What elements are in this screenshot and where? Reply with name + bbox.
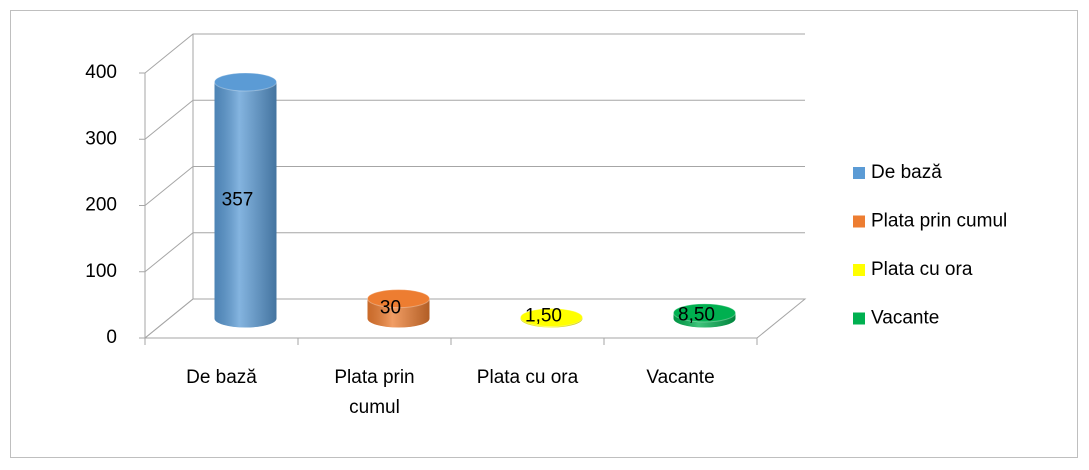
legend-label: Plata prin cumul xyxy=(871,211,1007,232)
value-label: 30 xyxy=(380,298,401,319)
bar xyxy=(367,289,430,328)
y-tick-label: 400 xyxy=(85,62,117,83)
x-tick-label: Plata cu ora xyxy=(477,367,579,388)
grid-line xyxy=(144,33,805,74)
x-tick-label-line: cumul xyxy=(349,397,400,418)
value-label: 8,50 xyxy=(678,305,715,326)
bar xyxy=(214,72,277,328)
grid-line xyxy=(144,298,805,339)
x-tick-label-line: Plata prin xyxy=(334,367,414,388)
bar-shade xyxy=(214,81,277,328)
value-label: 357 xyxy=(222,189,254,210)
value-label: 1,50 xyxy=(525,306,562,327)
bar xyxy=(520,308,583,328)
grid-line xyxy=(144,232,805,273)
bar-top xyxy=(673,303,736,323)
legend-swatch xyxy=(853,312,865,325)
bar-top xyxy=(214,72,277,92)
y-tick-label: 100 xyxy=(85,261,117,282)
legend-swatch xyxy=(853,215,865,228)
legend-swatch xyxy=(853,264,865,276)
legend-label: Vacante xyxy=(871,308,939,329)
chart-border xyxy=(10,10,1078,458)
bar xyxy=(673,303,736,328)
y-tick-label: 300 xyxy=(85,128,117,149)
x-tick-label: Plata prin cumul xyxy=(334,367,414,418)
grid-line xyxy=(144,166,805,206)
grid-line xyxy=(144,99,805,140)
legend-label: De bază xyxy=(871,162,942,183)
legend-swatch xyxy=(853,167,865,179)
y-tick-label: 0 xyxy=(106,327,117,348)
bar-top xyxy=(520,308,583,328)
legend-label: Plata cu ora xyxy=(871,259,973,280)
y-tick-label: 200 xyxy=(85,195,117,216)
bar-top xyxy=(367,289,430,309)
x-tick-label: Vacante xyxy=(646,367,714,388)
x-tick-label: De bază xyxy=(186,367,257,388)
